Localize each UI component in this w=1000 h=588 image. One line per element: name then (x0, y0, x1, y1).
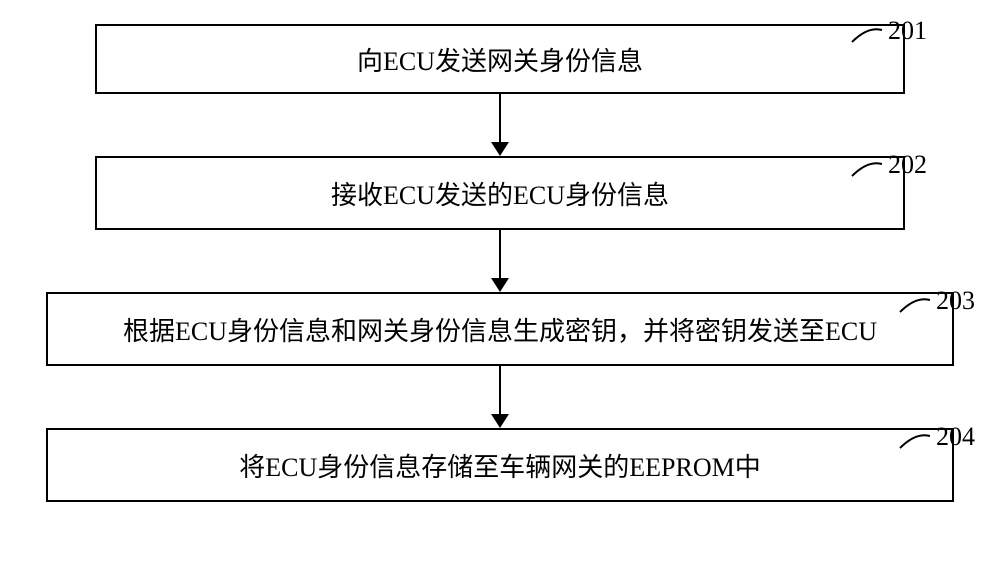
label-201: 201 (888, 16, 927, 46)
connector-202 (850, 158, 890, 188)
arrow-line-1 (499, 94, 501, 142)
label-202: 202 (888, 150, 927, 180)
step-text-203: 根据ECU身份信息和网关身份信息生成密钥，并将密钥发送至ECU (123, 311, 877, 348)
label-204: 204 (936, 422, 975, 452)
arrow-line-3 (499, 366, 501, 414)
arrow-head-3 (491, 414, 509, 428)
step-box-203: 根据ECU身份信息和网关身份信息生成密钥，并将密钥发送至ECU (46, 292, 954, 366)
step-text-204: 将ECU身份信息存储至车辆网关的EEPROM中 (239, 447, 760, 484)
connector-203 (898, 294, 938, 324)
step-box-201: 向ECU发送网关身份信息 (95, 24, 905, 94)
label-203: 203 (936, 286, 975, 316)
arrow-head-1 (491, 142, 509, 156)
arrow-2 (491, 230, 509, 292)
arrow-1 (491, 94, 509, 156)
connector-201 (850, 24, 890, 54)
step-text-202: 接收ECU发送的ECU身份信息 (331, 175, 669, 212)
flowchart-container: 向ECU发送网关身份信息 接收ECU发送的ECU身份信息 根据ECU身份信息和网… (0, 0, 1000, 502)
connector-204 (898, 430, 938, 460)
step-box-202: 接收ECU发送的ECU身份信息 (95, 156, 905, 230)
arrow-3 (491, 366, 509, 428)
step-text-201: 向ECU发送网关身份信息 (357, 41, 643, 78)
arrow-line-2 (499, 230, 501, 278)
step-box-204: 将ECU身份信息存储至车辆网关的EEPROM中 (46, 428, 954, 502)
arrow-head-2 (491, 278, 509, 292)
